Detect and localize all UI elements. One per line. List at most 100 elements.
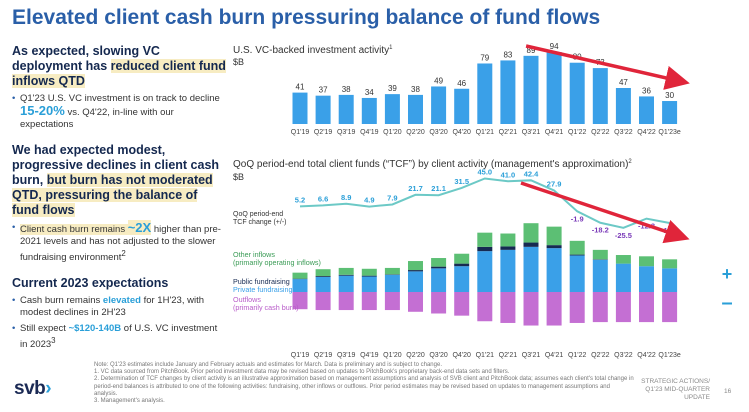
footnote: 2. Determination of TCF changes by clien… [94,376,634,397]
bar [500,60,516,124]
section-cash-burn-heading: We had expected modest, progressive decl… [12,143,227,218]
x-tick-label: Q4'19 [360,129,379,136]
tcf-chart: QoQ period-end total client funds (“TCF”… [233,159,733,359]
bullet-text: Client cash burn remains [20,224,128,235]
footer-section: STRATEGIC ACTIONS/ Q1'23 MID-QUARTER UPD… [630,378,710,402]
bar-segment [569,240,585,255]
bullet-stat: 15-20% [20,103,65,118]
logo-chevron-icon: › [45,378,52,399]
bar [477,63,493,124]
bar-segment [315,276,331,292]
left-commentary: As expected, slowing VC deployment has r… [12,44,227,351]
bar-segment [639,266,654,292]
line-data-label: 5.2 [295,195,305,204]
bar-segment [523,223,539,243]
bar-segment [384,267,400,275]
bar-segment [523,246,539,292]
chart-title: U.S. VC-backed investment activity1 [233,45,393,56]
page-title: Elevated client cash burn pressuring bal… [12,6,601,29]
bar-segment [662,268,678,292]
bar-segment [662,292,678,323]
bar-segment [315,292,331,311]
data-label: 38 [342,85,351,94]
data-label: 47 [619,78,628,87]
footnote: 3. Management's analysis. [94,398,165,405]
bar [454,88,470,124]
bar-segment [454,292,470,316]
bar [662,101,678,124]
line-data-label: 45.0 [477,168,492,177]
bar-segment [477,292,493,322]
bar-segment [361,268,377,276]
bar-segment [500,246,516,250]
bar-segment [615,255,631,264]
bar [569,62,585,124]
line-data-label: -18.2 [592,226,609,235]
bar-segment [546,248,562,292]
tcf-change-line [299,177,670,229]
bar-segment [431,268,447,292]
x-tick-label: Q2'22 [591,129,610,136]
x-tick-label: Q1'23e [658,129,680,136]
x-tick-label: Q3'21 [522,129,541,136]
heading-text: We had expected modest, progressive decl… [12,143,220,187]
x-tick-label: Q2'19 [314,129,333,136]
section-vc-deployment-heading: As expected, slowing VC deployment has r… [12,44,227,89]
x-tick-label: Q4'21 [545,129,564,136]
bar-segment [500,292,516,323]
x-tick-label: Q1'21 [476,352,495,359]
bullet-emphasis: ~$120-140B [68,323,122,335]
bar-segment [523,292,539,326]
x-tick-label: Q1'20 [383,352,402,359]
legend-line: (primarily cash burn) [233,303,299,312]
bar [408,94,423,124]
data-label: 37 [319,86,328,95]
bar-segment [292,272,308,279]
label-line: QoQ period-end [233,211,283,218]
legend-line: Other inflows [233,250,275,259]
bar-segment [408,271,423,292]
section-2023-expectations-heading: Current 2023 expectations [12,276,169,291]
bar-segment [523,242,539,247]
x-tick-label: Q2'21 [499,352,518,359]
data-label: 41 [296,83,305,92]
bullet-text: of U.S. VC investment in 2023 [20,323,218,351]
bar-segment [408,261,423,271]
footnotes: Note: Q1'23 estimates include January an… [94,362,634,405]
x-tick-label: Q4'22 [637,129,656,136]
bar-segment [384,274,400,292]
bar-segment [546,226,562,246]
line-data-label: 41.0 [501,170,516,179]
data-label: 79 [480,53,489,62]
line-data-label: 21.1 [431,184,446,193]
line-data-label: 4.9 [364,196,374,205]
bar-segment [431,258,447,267]
bar-segment [338,292,354,311]
bullet-vc-2023: Still expect ~$120-140B of U.S. VC inves… [12,323,227,351]
bullet-text: Q1'23 U.S. VC investment is on track to … [20,93,220,104]
legend-entry: Private fundraising [233,285,293,294]
y-axis-unit: $B [233,172,244,182]
legend-entry: Other inflows (primarily operating inflow… [233,250,321,267]
x-tick-label: Q3'22 [614,129,633,136]
bar-segment [431,292,447,314]
bar-segment [338,267,354,275]
bar-segment [477,246,493,252]
footnote: 1. VC data sourced from PitchBook. Prior… [94,369,510,376]
bullet-stat: ~2X [127,220,152,235]
x-tick-label: Q2'19 [314,352,333,359]
page-number: 16 [724,388,732,395]
x-tick-label: Q2'21 [499,129,518,136]
logo-text: svb [14,378,46,399]
bar-segment [546,245,562,249]
bar [338,94,354,124]
footnote: Note: Q1'23 estimates include January an… [94,362,442,368]
bar-segment [408,270,423,272]
bar-segment [361,275,377,277]
bar-segment [315,269,331,277]
line-data-label: 31.5 [454,177,469,186]
bar-segment [338,275,354,292]
bar-segment [592,259,608,292]
x-tick-label: Q3'19 [337,352,356,359]
